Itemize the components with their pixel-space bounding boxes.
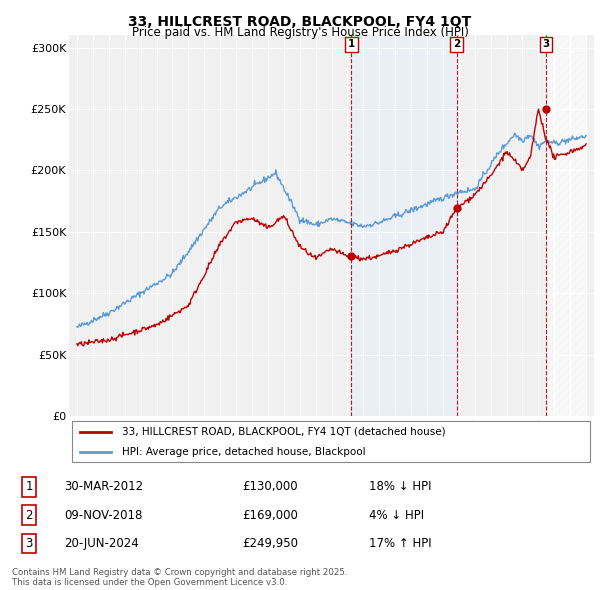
Text: 33, HILLCREST ROAD, BLACKPOOL, FY4 1QT (detached house): 33, HILLCREST ROAD, BLACKPOOL, FY4 1QT (… bbox=[121, 427, 445, 437]
Text: 17% ↑ HPI: 17% ↑ HPI bbox=[369, 537, 432, 550]
Text: 3: 3 bbox=[542, 39, 550, 49]
Text: 30-MAR-2012: 30-MAR-2012 bbox=[64, 480, 143, 493]
Text: Price paid vs. HM Land Registry's House Price Index (HPI): Price paid vs. HM Land Registry's House … bbox=[131, 26, 469, 39]
Text: 1: 1 bbox=[26, 480, 33, 493]
Text: 2: 2 bbox=[453, 39, 460, 49]
Text: 1: 1 bbox=[348, 39, 355, 49]
Text: £169,000: £169,000 bbox=[242, 509, 298, 522]
Text: HPI: Average price, detached house, Blackpool: HPI: Average price, detached house, Blac… bbox=[121, 447, 365, 457]
Text: 20-JUN-2024: 20-JUN-2024 bbox=[64, 537, 139, 550]
Bar bbox=[352, 35, 457, 416]
FancyBboxPatch shape bbox=[71, 421, 590, 462]
Text: £130,000: £130,000 bbox=[242, 480, 298, 493]
Point bbox=[452, 204, 461, 213]
Bar bbox=[546, 35, 586, 416]
Text: 33, HILLCREST ROAD, BLACKPOOL, FY4 1QT: 33, HILLCREST ROAD, BLACKPOOL, FY4 1QT bbox=[128, 15, 472, 30]
Text: 2: 2 bbox=[26, 509, 33, 522]
Text: Contains HM Land Registry data © Crown copyright and database right 2025.
This d: Contains HM Land Registry data © Crown c… bbox=[12, 568, 347, 587]
Text: 18% ↓ HPI: 18% ↓ HPI bbox=[369, 480, 431, 493]
Text: 4% ↓ HPI: 4% ↓ HPI bbox=[369, 509, 424, 522]
Point bbox=[347, 252, 356, 261]
Text: 3: 3 bbox=[26, 537, 33, 550]
Text: 09-NOV-2018: 09-NOV-2018 bbox=[64, 509, 142, 522]
Point bbox=[541, 104, 551, 114]
Text: £249,950: £249,950 bbox=[242, 537, 298, 550]
